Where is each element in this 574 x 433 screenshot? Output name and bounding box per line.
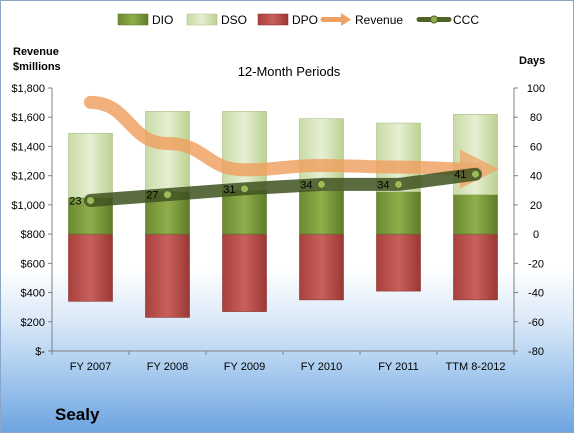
plot-title: 12-Month Periods [238,64,341,79]
right-tick-label: 40 [530,171,542,183]
ccc-data-label: 23 [69,196,81,208]
legend: DIO DSO DPO Revenue CCC [117,13,479,27]
legend-label-dio: DIO [152,13,173,27]
bar-dio [453,194,498,235]
right-tick-label: -20 [528,258,544,270]
left-axis-ticks: $- $200 $400 $600 $800 $1,000 $1,200 $1,400 $1,6… [11,83,52,358]
ccc-data-label: 41 [454,169,466,181]
revenue-series [84,95,499,189]
company-name: Sealy [55,405,100,424]
right-tick-label: -80 [528,346,544,358]
legend-label-revenue: Revenue [355,13,403,27]
right-tick-label: 0 [533,229,539,241]
x-axis-labels: FY 2007 FY 2008 FY 2009 FY 2010 FY 2011 TTM 8… [51,351,515,373]
bar-dio [376,191,421,235]
left-tick-label: $400 [21,288,45,300]
bar-dso [222,111,267,191]
left-tick-label: $1,400 [11,141,45,153]
ccc-data-label: 34 [300,179,312,191]
chart-canvas: DIO DSO DPO Revenue CCC Revenue $million… [11,13,545,373]
bar-dpo [299,233,344,301]
legend-label-dso: DSO [221,13,247,27]
legend-swatch-dpo [257,13,289,26]
left-axis-title-line1: Revenue [13,46,59,58]
legend-swatch-ccc [416,15,452,24]
ccc-data-label: 31 [223,184,235,196]
right-tick-label: 80 [530,112,542,124]
legend-swatch-dso [186,13,218,26]
x-tick-label: FY 2011 [378,361,419,373]
left-tick-label: $200 [21,317,45,329]
ccc-point [163,190,172,200]
left-tick-label: $1,000 [11,200,45,212]
x-tick-label: FY 2008 [147,361,188,373]
left-tick-label: $1,800 [11,83,45,95]
legend-label-dpo: DPO [292,13,318,27]
bar-dio [299,189,344,235]
right-axis-title: Days [519,55,545,67]
revenue-arrow-line [84,95,499,189]
ccc-point [471,169,480,179]
ccc-series: 23 27 31 34 34 41 [69,167,482,208]
ccc-line [84,167,482,208]
right-tick-label: -40 [528,288,544,300]
x-tick-label: FY 2010 [301,361,342,373]
bar-dpo [145,233,190,318]
bar-dpo [453,233,498,301]
right-tick-label: 60 [530,141,542,153]
ccc-point [86,196,95,206]
ccc-data-label: 34 [377,179,389,191]
right-tick-label: 20 [530,200,542,212]
ccc-point [317,179,326,189]
legend-swatch-dio [117,13,149,26]
legend-swatch-revenue [320,13,351,26]
legend-label-ccc: CCC [453,13,479,27]
bar-dso [68,132,113,198]
x-tick-label: TTM 8-2012 [446,361,506,373]
left-tick-label: $600 [21,258,45,270]
ccc-data-label: 27 [146,190,158,202]
ccc-point [240,184,249,194]
ccc-point [394,179,403,189]
right-axis-ticks: -80 -60 -40 -20 0 20 40 60 80 100 [514,83,545,358]
x-tick-label: FY 2009 [224,361,265,373]
x-tick-label: FY 2007 [70,361,111,373]
bars [68,111,498,318]
left-tick-label: $- [35,346,45,358]
bar-dpo [222,233,267,312]
right-tick-label: -60 [528,317,544,329]
bar-dpo [376,233,421,292]
bar-dpo [68,233,113,302]
right-tick-label: 100 [527,83,545,95]
left-axis-title-line2: $millions [13,61,61,73]
left-tick-label: $800 [21,229,45,241]
left-tick-label: $1,200 [11,171,45,183]
bar-dio [222,189,267,235]
left-tick-label: $1,600 [11,112,45,124]
